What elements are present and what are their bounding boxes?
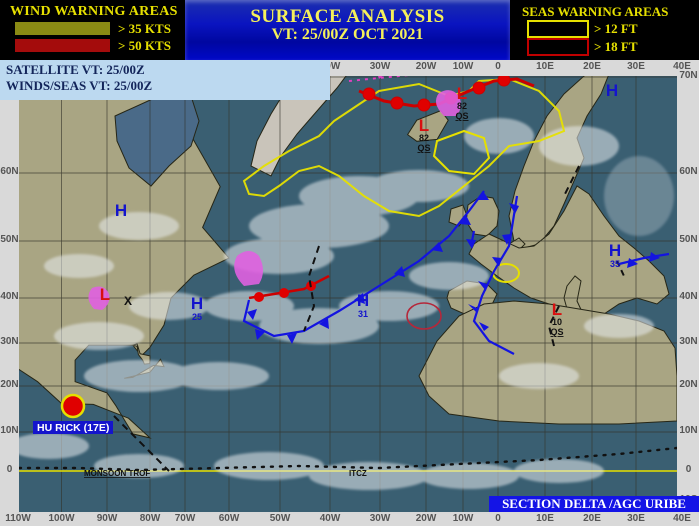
svg-text:QS: QS	[455, 111, 468, 121]
svg-text:QS: QS	[550, 327, 563, 337]
svg-text:H: H	[357, 291, 369, 310]
svg-text:35: 35	[610, 259, 620, 269]
svg-text:82: 82	[419, 133, 429, 143]
svg-text:82: 82	[457, 101, 467, 111]
svg-text:L: L	[100, 285, 110, 304]
svg-text:MONSOON TROF: MONSOON TROF	[84, 469, 150, 478]
svg-text:ITCZ: ITCZ	[349, 469, 367, 478]
svg-text:H: H	[191, 294, 203, 313]
svg-text:QS: QS	[417, 143, 430, 153]
svg-text:X: X	[124, 294, 132, 308]
svg-text:H: H	[606, 81, 618, 100]
svg-text:31: 31	[358, 309, 368, 319]
svg-text:HU RICK (17E): HU RICK (17E)	[37, 422, 109, 434]
svg-text:10: 10	[552, 317, 562, 327]
svg-text:25: 25	[192, 312, 202, 322]
svg-text:H: H	[609, 241, 621, 260]
svg-text:H: H	[115, 201, 127, 220]
